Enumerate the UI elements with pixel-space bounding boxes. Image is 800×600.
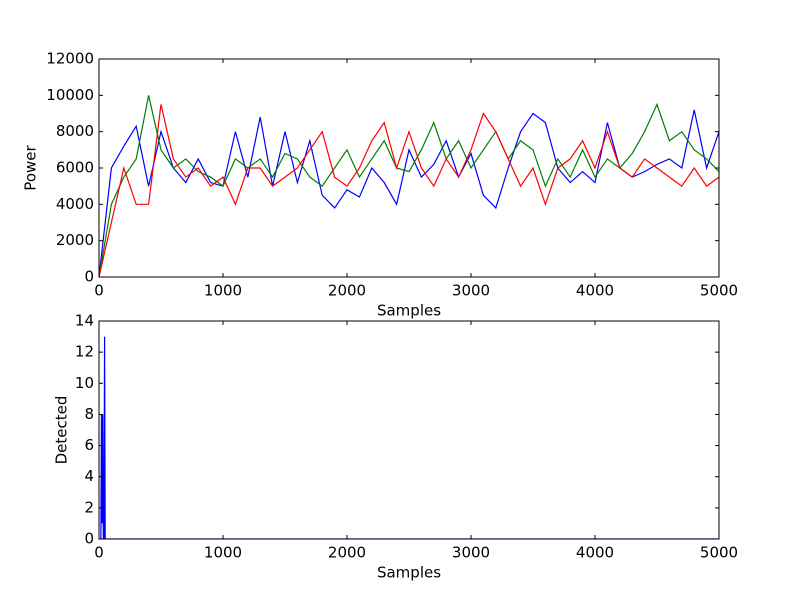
y-tick-label: 4 [84,467,94,485]
y-tick-label: 12 [75,343,94,361]
x-tick-label: 4000 [576,544,614,562]
y-tick-label: 0 [84,530,94,548]
axes-frame [98,58,720,278]
x-tick-label: 4000 [576,282,614,300]
x-tick-label: 1000 [204,282,242,300]
axes-frame [98,320,720,540]
y-tick-label: 2000 [56,231,94,249]
x-tick-label: 5000 [700,282,738,300]
data-line [99,104,719,277]
y-tick-label: 2 [84,498,94,516]
x-axis-label: Samples [377,564,441,582]
x-tick-label: 0 [94,544,104,562]
x-axis-label: Samples [377,302,441,320]
subplot: 0 1000 2000 3000 4000 5000 0 2 4 6 8 10 12 14 Samples D… [53,312,739,582]
x-tick-label: 5000 [700,544,738,562]
data-line [99,95,719,277]
x-tick-label: 3000 [452,282,490,300]
y-tick-label: 6 [84,436,94,454]
x-tick-label: 2000 [328,544,366,562]
y-tick-label: 4000 [56,195,94,213]
y-tick-label: 10000 [46,86,94,104]
y-axis-label: Power [22,144,40,190]
y-tick-label: 14 [75,312,94,330]
plot-area [99,336,719,539]
x-tick-label: 0 [94,282,104,300]
y-tick-label: 6000 [56,159,94,177]
x-tick-label: 3000 [452,544,490,562]
y-tick-label: 0 [84,268,94,286]
x-tick-label: 2000 [328,282,366,300]
plot-area [99,95,719,277]
x-tick-label: 1000 [204,544,242,562]
data-line [99,336,719,539]
y-tick-label: 12000 [46,50,94,68]
data-line [99,109,719,277]
subplot: 0 1000 2000 3000 4000 5000 0 2000 4000 6000 8000 10… [22,50,739,320]
y-tick-label: 10 [75,374,94,392]
y-tick-label: 8 [84,405,94,423]
y-tick-label: 8000 [56,122,94,140]
y-axis-label: Detected [53,396,71,465]
